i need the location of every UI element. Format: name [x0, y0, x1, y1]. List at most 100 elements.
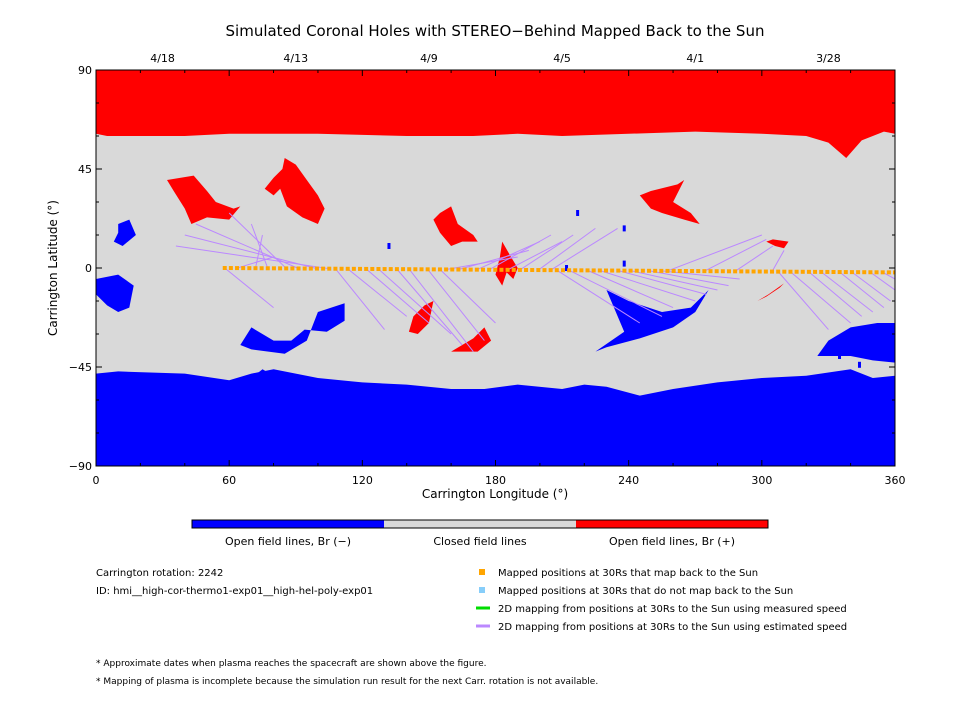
y-tick-label-0: 90: [78, 64, 92, 77]
footnote-dates: * Approximate dates when plasma reaches …: [96, 659, 487, 669]
mapped-point-48: [517, 267, 522, 272]
run-id-label: ID: hmi__high-cor-thermo1-exp01__high-he…: [96, 586, 373, 597]
mapped-point-66: [628, 268, 633, 273]
y-tick-label-1: 45: [78, 163, 92, 176]
legend-not-mapped-label: Mapped positions at 30Rs that do not map…: [498, 586, 793, 597]
mapped-point-95: [806, 269, 811, 274]
mapped-point-76: [690, 269, 695, 274]
estimated-mapping-line-5-4: [839, 271, 885, 308]
mapped-point-19: [339, 266, 344, 271]
mapped-point-93: [794, 269, 799, 274]
mapped-point-54: [554, 268, 559, 273]
estimated-mapping-line-5-2: [808, 271, 863, 317]
negative-patch-1: [576, 210, 580, 216]
mapped-point-77: [696, 269, 701, 274]
colorbar-frame: [191, 519, 769, 529]
mapped-point-0: [222, 266, 227, 270]
carrington-rotation-label: Carrington rotation: 2242: [96, 568, 223, 579]
mapped-point-69: [647, 268, 652, 273]
estimated-mapping-line-2-3: [488, 234, 552, 271]
mapped-point-72: [665, 268, 670, 273]
top-date-labels: 4/18 4/13 4/9 4/5 4/1 3/28: [150, 52, 841, 65]
mapped-point-60: [591, 268, 596, 273]
negative-coronal-hole-2: [240, 303, 345, 354]
mapped-point-81: [720, 269, 725, 274]
mapped-point-97: [819, 269, 824, 274]
mapped-point-29: [401, 267, 406, 272]
mapped-point-105: [868, 270, 873, 275]
mapped-point-71: [659, 268, 664, 273]
negative-patch-5: [838, 353, 842, 359]
mapped-point-108: [886, 270, 891, 275]
mapped-point-44: [493, 267, 498, 272]
mapped-point-40: [468, 267, 473, 272]
top-date-label-4: 4/1: [686, 52, 704, 65]
colorbar-closed: [384, 520, 576, 528]
mapped-point-6: [259, 266, 264, 271]
mapped-point-21: [351, 266, 356, 271]
mapped-point-26: [382, 267, 387, 272]
mapped-point-51: [536, 268, 541, 273]
legend-not-mapped-swatch: [479, 587, 485, 593]
mapped-point-39: [462, 267, 467, 272]
mapped-point-49: [524, 267, 529, 272]
mapped-point-80: [714, 269, 719, 274]
mapped-point-1: [228, 266, 233, 271]
mapped-point-42: [480, 267, 485, 272]
estimated-mapping-line-5-1: [790, 271, 851, 324]
x-tick-label-1: 60: [222, 474, 236, 487]
colorbar: Open field lines, Br (−) Closed field li…: [191, 519, 769, 548]
mapped-point-56: [567, 268, 572, 273]
estimated-mapping-line-0-0: [224, 267, 274, 308]
negative-coronal-hole-0: [113, 219, 136, 246]
colorbar-label-closed: Closed field lines: [433, 535, 527, 548]
mapped-point-12: [296, 266, 301, 271]
estimated-mapping-line-3-5: [630, 270, 718, 291]
footnote-incomplete: * Mapping of plasma is incomplete becaus…: [96, 677, 598, 687]
mapped-point-15: [314, 266, 319, 271]
mapped-point-98: [825, 269, 830, 274]
estimated-mapping-line-1-3: [378, 268, 452, 335]
mapped-point-84: [739, 269, 744, 274]
positive-coronal-hole-6: [639, 180, 700, 224]
mapped-position-points: [222, 266, 895, 275]
mapped-point-91: [782, 269, 787, 274]
positive-coronal-hole-4: [408, 301, 434, 334]
estimated-mapping-line-1-4: [396, 268, 463, 346]
mapped-point-96: [813, 269, 818, 274]
legend-estimated-label: 2D mapping from positions at 30Rs to the…: [498, 622, 847, 633]
colorbar-negative: [192, 520, 384, 528]
x-tick-label-4: 240: [618, 474, 639, 487]
legend: Mapped positions at 30Rs that map back t…: [476, 568, 847, 633]
mapped-point-2: [235, 266, 240, 271]
mapped-point-13: [302, 266, 307, 271]
top-date-label-1: 4/13: [283, 52, 308, 65]
estimated-mapping-line-5-3: [820, 271, 874, 313]
estimated-mapping-line-5-6: [870, 271, 895, 291]
mapped-point-86: [751, 269, 756, 274]
negative-coronal-hole-4: [817, 323, 895, 363]
mapped-point-57: [573, 268, 578, 273]
estimated-mapping-line-2-7: [550, 227, 618, 271]
mapped-point-88: [763, 269, 768, 274]
south-negative-cap: [96, 369, 895, 466]
north-positive-cap: [96, 70, 895, 158]
estimated-mapping-line-2-4: [507, 241, 563, 271]
mapped-point-83: [733, 269, 738, 274]
positive-coronal-hole-3: [495, 241, 518, 286]
top-date-label-5: 3/28: [816, 52, 841, 65]
top-date-label-2: 4/9: [420, 52, 438, 65]
mapped-point-64: [616, 268, 621, 273]
mapped-point-11: [290, 266, 295, 271]
mapped-point-103: [856, 270, 861, 275]
estimated-mapping-line-1-7: [439, 269, 496, 324]
mapped-point-7: [265, 266, 270, 271]
x-tick-label-2: 120: [352, 474, 373, 487]
estimated-mapping-line-3-3: [599, 269, 696, 302]
mapped-point-70: [653, 268, 658, 273]
estimated-mapping-line-0-6: [184, 234, 318, 270]
positive-coronal-hole-5: [451, 327, 492, 352]
estimated-mapping-line-1-6: [427, 269, 485, 341]
mapped-point-63: [610, 268, 615, 273]
